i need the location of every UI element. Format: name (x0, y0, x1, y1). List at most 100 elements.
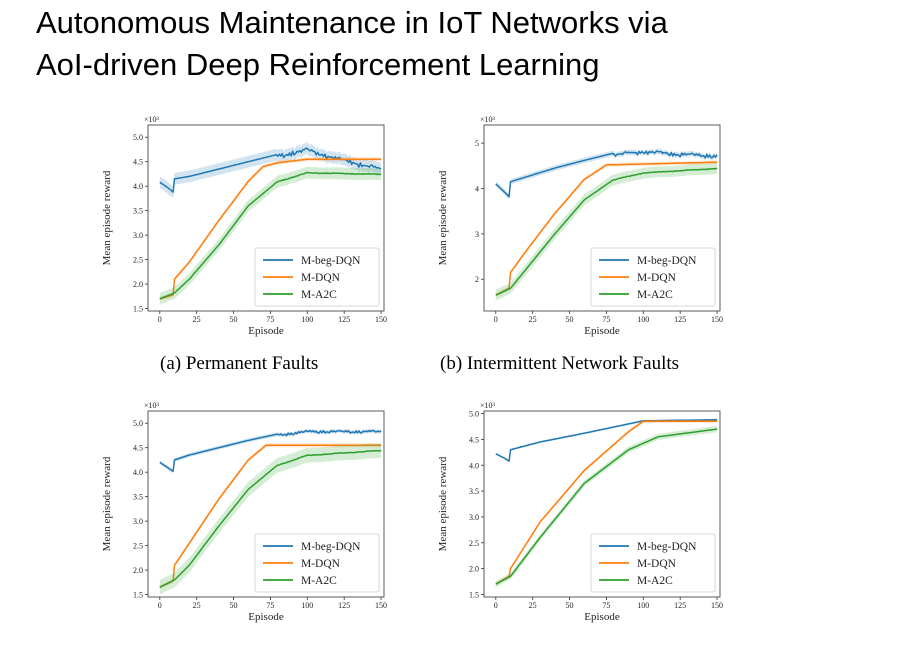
x-tick-label: 100 (637, 315, 649, 324)
y-tick-label: 5.0 (133, 133, 143, 142)
y-tick-label: 1.5 (133, 591, 143, 600)
x-tick-label: 100 (637, 601, 649, 610)
legend-label: M-A2C (637, 289, 673, 301)
legend-label: M-A2C (301, 289, 337, 301)
series-line-m-beg-dqn (495, 419, 718, 462)
y-axis-label: Mean episode reward (437, 456, 449, 551)
title-line-1: Autonomous Maintenance in IoT Networks v… (36, 5, 668, 40)
y-tick-label: 3.0 (133, 517, 143, 526)
y-tick-label: 2.5 (133, 256, 143, 265)
y-tick-label: 4.5 (469, 435, 479, 444)
y-tick-label: 3.5 (133, 493, 143, 502)
y-multiplier-label: ×10³ (144, 401, 160, 410)
series-line-m-a2c (159, 449, 382, 588)
y-multiplier-label: ×10³ (144, 115, 160, 124)
series-line-m-dqn (495, 420, 718, 585)
caption-permanent-faults: (a) Permanent Faults (160, 353, 319, 374)
y-tick-label: 2.5 (469, 539, 479, 548)
x-tick-label: 25 (529, 601, 537, 610)
y-tick-label: 5 (475, 139, 479, 148)
legend-label: M-beg-DQN (637, 255, 697, 267)
y-axis-label: Mean episode reward (437, 170, 449, 265)
y-multiplier-label: ×10³ (480, 401, 496, 410)
series-line-m-beg-dqn (495, 150, 718, 198)
chart-svg: 0 25 50 75 100 125 150 1.5 2.0 2.5 3.0 3.5 4.0 4.5 5.0… (101, 115, 387, 337)
x-tick-label: 125 (674, 601, 686, 610)
y-tick-label: 2.5 (133, 542, 143, 551)
y-tick-label: 3.5 (469, 487, 479, 496)
title-line-2: AoI-driven Deep Reinforcement Learning (36, 47, 600, 82)
y-tick-label: 4.5 (133, 444, 143, 453)
y-tick-label: 1.5 (133, 305, 143, 314)
x-tick-label: 100 (301, 315, 313, 324)
x-tick-label: 25 (529, 315, 537, 324)
x-tick-label: 0 (494, 601, 498, 610)
legend-label: M-beg-DQN (301, 255, 361, 267)
chart-bottom-right: 0 25 50 75 100 125 150 1.5 2.0 2.5 3.0 3.5 4.0 4.5 5.0… (434, 396, 734, 631)
x-tick-label: 25 (193, 601, 201, 610)
y-tick-label: 5.0 (469, 410, 479, 419)
y-tick-label: 2.0 (469, 565, 479, 574)
x-tick-label: 0 (494, 315, 498, 324)
x-tick-label: 75 (602, 601, 610, 610)
y-tick-label: 4.5 (133, 158, 143, 167)
caption-intermittent-network-faults: (b) Intermittent Network Faults (440, 353, 680, 374)
confidence-band-m-beg-dqn (495, 148, 718, 200)
series-group (495, 148, 718, 301)
y-axis-label: Mean episode reward (101, 456, 113, 551)
legend-label: M-A2C (637, 575, 673, 587)
series-group (159, 428, 382, 595)
legend-label: M-DQN (301, 272, 341, 284)
confidence-band-m-beg-dqn (495, 418, 718, 463)
y-tick-label: 2 (475, 275, 479, 284)
y-axis-label: Mean episode reward (101, 170, 113, 265)
y-tick-label: 4.0 (133, 182, 143, 191)
x-tick-label: 50 (230, 601, 238, 610)
x-axis-label: Episode (248, 325, 284, 337)
y-tick-label: 5.0 (133, 419, 143, 428)
series-line-m-a2c (495, 167, 718, 296)
x-tick-label: 0 (158, 315, 162, 324)
x-tick-label: 50 (566, 601, 574, 610)
confidence-band-m-a2c (159, 166, 382, 305)
y-tick-label: 4.0 (133, 468, 143, 477)
x-tick-label: 50 (566, 315, 574, 324)
legend-label: M-beg-DQN (637, 541, 697, 553)
plot-frame (483, 410, 721, 598)
series-line-m-dqn (495, 161, 718, 296)
chart-permanent-faults: 0 25 50 75 100 125 150 1.5 2.0 2.5 3.0 3.5 4.0 4.5 5.0… (98, 110, 398, 345)
series-group (495, 418, 718, 588)
legend-box (254, 533, 380, 593)
legend-box (254, 247, 380, 307)
x-tick-label: 75 (266, 315, 274, 324)
chart-svg: 0 25 50 75 100 125 150 2 3 4 5 ×10³ Episode Mean epis… (437, 115, 723, 337)
x-tick-label: 25 (193, 315, 201, 324)
legend-label: M-DQN (637, 558, 677, 570)
slide-title: Autonomous Maintenance in IoT Networks v… (36, 2, 668, 86)
y-tick-label: 1.5 (469, 590, 479, 599)
x-tick-label: 150 (375, 601, 387, 610)
x-tick-label: 75 (602, 315, 610, 324)
x-tick-label: 125 (674, 315, 686, 324)
plot-frame (483, 124, 721, 312)
y-tick-label: 2.0 (133, 280, 143, 289)
y-tick-label: 3.0 (469, 513, 479, 522)
plot-frame (147, 124, 385, 312)
chart-svg: 0 25 50 75 100 125 150 1.5 2.0 2.5 3.0 3.5 4.0 4.5 5.0… (437, 401, 723, 623)
y-tick-label: 4.0 (469, 461, 479, 470)
y-tick-label: 4 (475, 185, 479, 194)
legend-label: M-beg-DQN (301, 541, 361, 553)
x-tick-label: 0 (158, 601, 162, 610)
legend-label: M-DQN (301, 558, 341, 570)
x-tick-label: 150 (375, 315, 387, 324)
legend-box (590, 533, 716, 593)
legend-label: M-A2C (301, 575, 337, 587)
series-line-m-a2c (159, 171, 382, 300)
y-tick-label: 3.0 (133, 231, 143, 240)
x-axis-label: Episode (584, 325, 620, 337)
series-line-m-beg-dqn (159, 429, 382, 472)
y-tick-label: 3 (475, 230, 479, 239)
x-tick-label: 100 (301, 601, 313, 610)
x-tick-label: 75 (266, 601, 274, 610)
x-tick-label: 125 (338, 601, 350, 610)
